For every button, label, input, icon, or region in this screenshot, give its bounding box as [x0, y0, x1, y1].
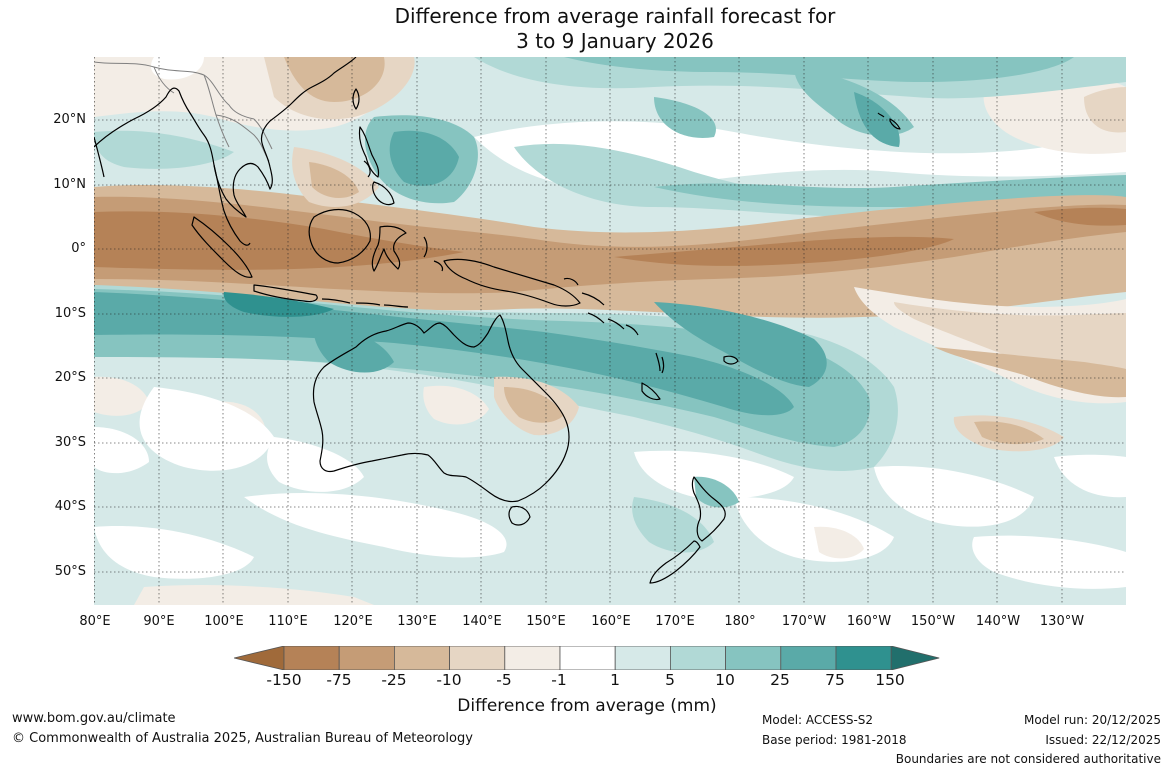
footer-model: Model: ACCESS-S2: [762, 713, 874, 727]
colorbar-segment: [449, 645, 506, 671]
taiwan: [352, 88, 360, 110]
colorbar-segment: [338, 645, 395, 671]
lon-label-100e: 100°E: [204, 614, 244, 629]
colorbar-segment: [559, 645, 616, 671]
lat-label-20n: 20°N: [53, 112, 86, 127]
colorbar-segment: [835, 645, 892, 671]
title-line-1: Difference from average rainfall forecas…: [394, 4, 836, 28]
colorbar-arrow-high: [890, 645, 940, 671]
colorbar-segment: [504, 645, 561, 671]
hawaii: [889, 118, 901, 130]
vanuatu: [655, 352, 665, 374]
colorbar-tick-10: 10: [715, 671, 735, 689]
lon-label-130e: 130°E: [397, 614, 437, 629]
footer-copyright: © Commonwealth of Australia 2025, Austra…: [12, 731, 473, 746]
colorbar-tick-neg1: -1: [551, 671, 567, 689]
colorbar-tick-75: 75: [825, 671, 845, 689]
lon-label-110e: 110°E: [268, 614, 308, 629]
colorbar-tick-neg25: -25: [381, 671, 407, 689]
colorbar-tick-5: 5: [665, 671, 675, 689]
colorbar-segment: [393, 645, 450, 671]
colorbar-segment: [283, 645, 340, 671]
lon-label-150w: 150°W: [910, 614, 956, 629]
colorbar-tick-neg75: -75: [326, 671, 352, 689]
colorbar-tick-neg5: -5: [496, 671, 512, 689]
nz-south-island: [649, 540, 701, 584]
asia-coastline: [94, 57, 357, 218]
footer-model-run: Model run: 20/12/2025: [1023, 713, 1161, 727]
lon-label-180: 180°: [724, 614, 756, 629]
country-borders: [94, 61, 273, 162]
coastlines: [94, 57, 901, 584]
lat-label-50s: 50°S: [54, 564, 86, 579]
lat-label-20s: 20°S: [54, 370, 86, 385]
fiji: [723, 355, 739, 365]
colorbar-segment: [669, 645, 726, 671]
lon-label-160e: 160°E: [591, 614, 631, 629]
map-canvas: [94, 57, 1126, 605]
australia: [312, 314, 570, 503]
lon-label-140w: 140°W: [975, 614, 1021, 629]
lon-label-140e: 140°E: [462, 614, 502, 629]
lat-label-10s: 10°S: [54, 306, 86, 321]
colorbar: [233, 645, 940, 671]
lon-label-90e: 90°E: [143, 614, 175, 629]
lon-label-80e: 80°E: [79, 614, 111, 629]
colorbar-segment: [725, 645, 782, 671]
new-guinea: [443, 258, 581, 307]
colorbar-arrow-low: [233, 645, 285, 671]
lat-label-0: 0°: [71, 241, 86, 256]
java: [253, 284, 318, 303]
india-tip: [94, 136, 105, 178]
tasmania: [508, 505, 531, 526]
colorbar-tick-150: 150: [875, 671, 905, 689]
borneo: [308, 208, 371, 264]
colorbar-tick-neg10: -10: [436, 671, 462, 689]
colorbar-segment: [780, 645, 837, 671]
anomaly-field: [94, 57, 1126, 605]
colorbar-svg: [233, 645, 940, 671]
sulawesi: [371, 225, 407, 272]
lon-label-170e: 170°E: [655, 614, 695, 629]
new-caledonia: [641, 382, 661, 401]
colorbar-segment: [614, 645, 671, 671]
footer-disclaimer: Boundaries are not considered authoritat…: [895, 752, 1161, 766]
title-line-2: 3 to 9 January 2026: [516, 29, 714, 53]
lon-label-170w: 170°W: [781, 614, 827, 629]
footer-base-period: Base period: 1981-2018: [762, 733, 907, 747]
lon-label-160w: 160°W: [846, 614, 892, 629]
map-title: Difference from average rainfall forecas…: [0, 4, 1173, 54]
rainfall-map: [94, 57, 1126, 605]
lat-label-40s: 40°S: [54, 499, 86, 514]
colorbar-tick-25: 25: [770, 671, 790, 689]
lon-label-150e: 150°E: [526, 614, 566, 629]
nz-north-island: [691, 476, 726, 542]
colorbar-tick-neg150: -150: [266, 671, 302, 689]
footer-website: www.bom.gov.au/climate: [12, 711, 176, 726]
colorbar-label: Difference from average (mm): [457, 696, 717, 716]
colorbar-tick-1: 1: [610, 671, 620, 689]
lat-label-30s: 30°S: [54, 435, 86, 450]
lat-label-10n: 10°N: [53, 177, 86, 192]
lon-label-120e: 120°E: [333, 614, 373, 629]
graticule: [94, 57, 1126, 605]
malay-peninsula: [213, 164, 251, 246]
philippines-mindanao: [372, 181, 395, 206]
philippines-luzon: [358, 126, 380, 178]
lon-label-130w: 130°W: [1039, 614, 1085, 629]
footer-issued: Issued: 22/12/2025: [1045, 733, 1161, 747]
sumatra: [191, 216, 253, 278]
